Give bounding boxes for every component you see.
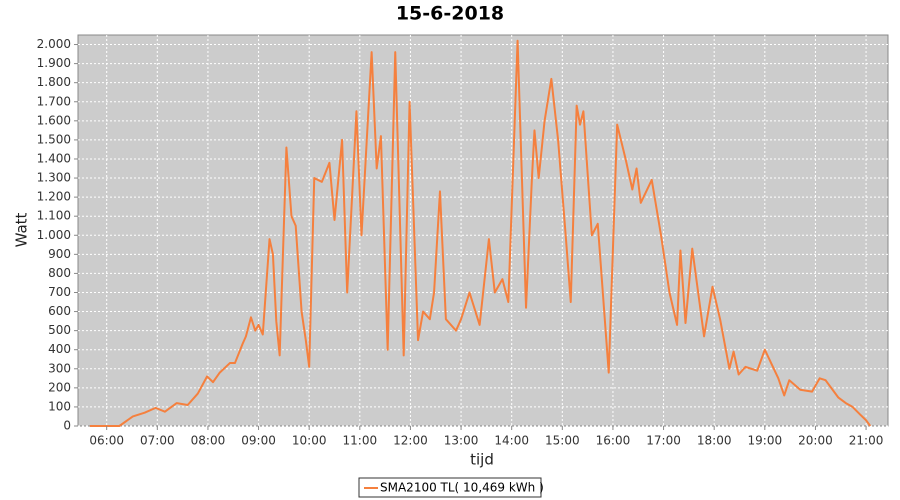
y-tick-label: 500 (48, 323, 71, 337)
y-tick-label: 800 (48, 266, 71, 280)
legend (358, 477, 542, 498)
y-tick-label: 1.600 (37, 113, 71, 127)
x-tick-label: 09:00 (241, 434, 276, 448)
x-tick-label: 06:00 (89, 434, 124, 448)
x-tick-label: 08:00 (191, 434, 226, 448)
y-tick-label: 700 (48, 285, 71, 299)
plot (89, 39, 872, 427)
x-tick-label: 10:00 (292, 434, 327, 448)
y-tick-label: 1.400 (37, 151, 71, 165)
y-tick-label: 1.700 (37, 94, 71, 108)
y-tick-label: 900 (48, 247, 71, 261)
y-tick-label: 400 (48, 342, 71, 356)
chart-title: 15-6-2018 (396, 3, 504, 25)
y-tick-label: 0 (63, 419, 71, 433)
x-tick-label: 16:00 (596, 434, 631, 448)
y-tick-label: 2.000 (37, 37, 71, 51)
y-tick-label: 1.200 (37, 190, 71, 204)
x-tick-label: 21:00 (849, 434, 884, 448)
x-tick-label: 15:00 (545, 434, 580, 448)
x-tick-label: 20:00 (798, 434, 833, 448)
x-tick-label: 14:00 (494, 434, 529, 448)
x-tick-label: 07:00 (140, 434, 175, 448)
y-tick-label: 1.000 (37, 228, 71, 242)
y-tick-label: 600 (48, 304, 71, 318)
y-tick-label: 1.500 (37, 132, 71, 146)
y-tick-label: 300 (48, 361, 71, 375)
legend-label: SMA2100 TL( 10,469 kWh ) (380, 481, 544, 495)
x-tick-label: 19:00 (748, 434, 783, 448)
x-axis-label: tijd (470, 451, 494, 469)
x-tick-label: 13:00 (444, 434, 479, 448)
y-axis-label: Watt (13, 212, 31, 247)
x-tick-label: 11:00 (343, 434, 378, 448)
x-tick-label: 18:00 (697, 434, 732, 448)
y-tick-label: 1.300 (37, 171, 71, 185)
y-tick-label: 1.100 (37, 209, 71, 223)
plot-area (77, 34, 889, 427)
x-tick-label: 12:00 (393, 434, 428, 448)
y-tick-label: 1.900 (37, 56, 71, 70)
y-tick-label: 1.800 (37, 75, 71, 89)
y-tick-label: 200 (48, 380, 71, 394)
y-tick-label: 100 (48, 399, 71, 413)
x-tick-label: 17:00 (646, 434, 681, 448)
series-line (89, 39, 872, 427)
